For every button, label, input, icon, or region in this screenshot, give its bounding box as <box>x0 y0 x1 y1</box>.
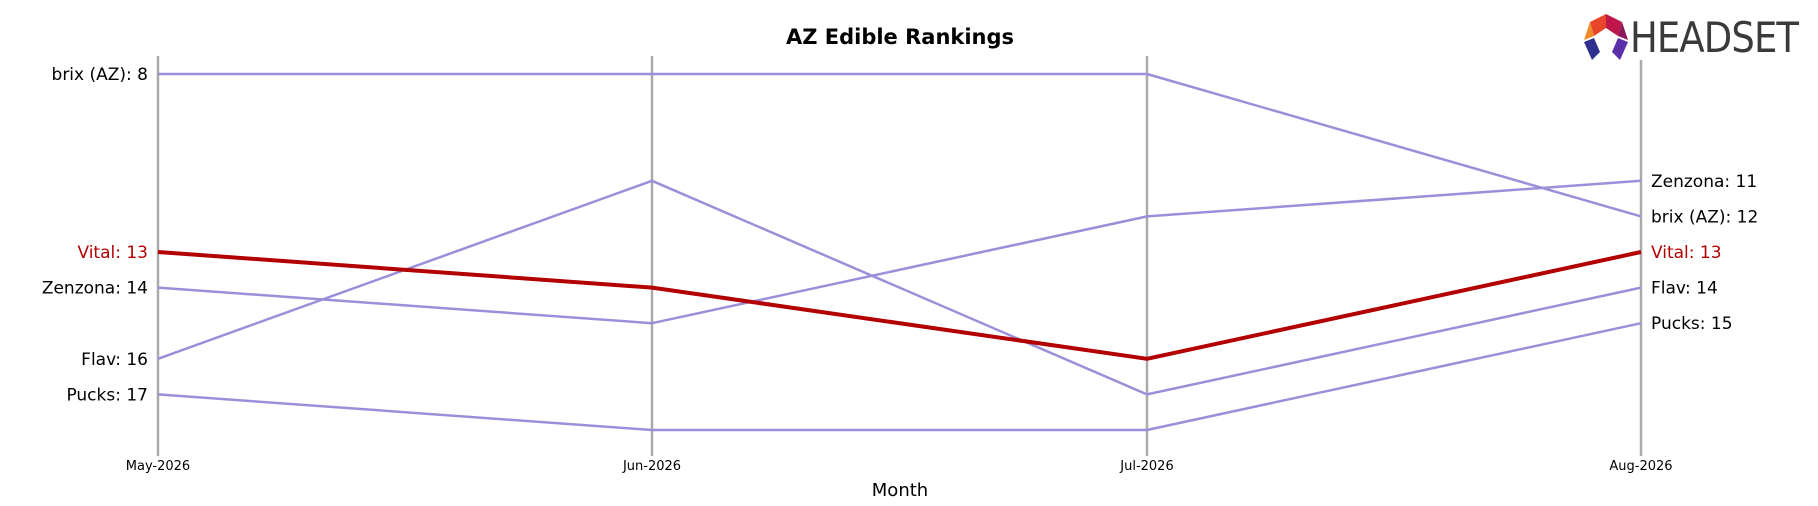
x-tick-label: May-2026 <box>126 459 190 474</box>
series-start-label: Pucks: 17 <box>66 385 148 405</box>
series-end-label: Zenzona: 11 <box>1651 172 1757 192</box>
series-start-label: Vital: 13 <box>77 243 148 263</box>
series-line-flav <box>157 179 1642 396</box>
series-line-vital <box>157 250 1642 361</box>
series-start-label: brix (AZ): 8 <box>52 65 148 85</box>
x-tick-label: Aug-2026 <box>1609 459 1672 474</box>
chart-title: AZ Edible Rankings <box>786 25 1014 49</box>
x-axis-label: Month <box>872 480 928 501</box>
series-line-pucks <box>157 321 1642 432</box>
headset-logo-text: HEADSET <box>1630 13 1799 62</box>
series-end-label: Vital: 13 <box>1651 243 1722 263</box>
x-tick-label: Jul-2026 <box>1119 459 1173 474</box>
headset-logo-icon <box>1584 14 1628 60</box>
series-end-label: Flav: 14 <box>1651 279 1718 299</box>
x-tick-label: Jun-2026 <box>622 459 681 474</box>
series-end-label: Pucks: 15 <box>1651 314 1733 334</box>
series-line-brix-az <box>158 72 1642 218</box>
series-line-zenzona <box>157 179 1642 325</box>
headset-logo: HEADSET <box>1582 12 1812 66</box>
series-start-label: Flav: 16 <box>81 350 148 370</box>
series-end-label: brix (AZ): 12 <box>1651 207 1758 227</box>
series-start-label: Zenzona: 14 <box>42 279 148 299</box>
